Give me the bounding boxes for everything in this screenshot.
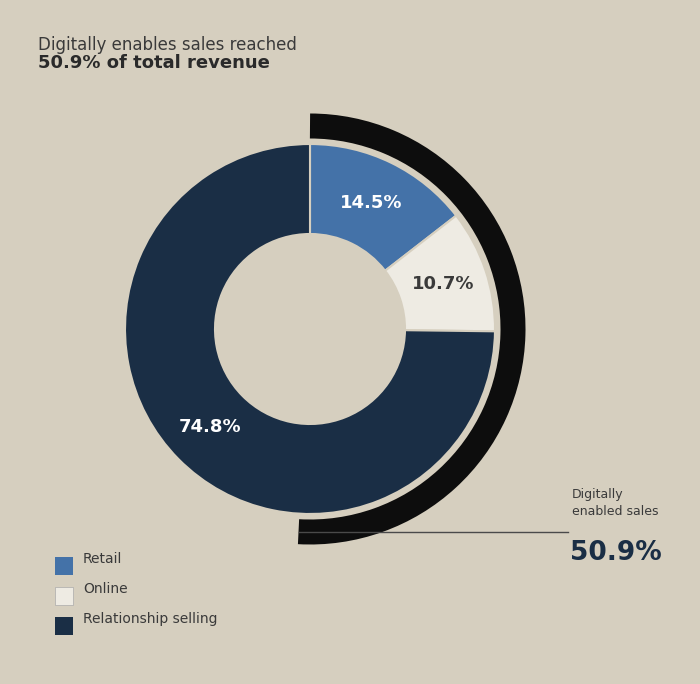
Text: 50.9%: 50.9% [570,540,662,566]
Text: 74.8%: 74.8% [179,419,242,436]
Wedge shape [385,215,495,331]
Wedge shape [310,144,456,271]
FancyBboxPatch shape [55,557,73,575]
Text: 10.7%: 10.7% [412,276,474,293]
FancyBboxPatch shape [55,617,73,635]
FancyBboxPatch shape [55,587,73,605]
Text: Digitally enables sales reached: Digitally enables sales reached [38,36,297,54]
Text: 50.9% of total revenue: 50.9% of total revenue [38,54,270,72]
Text: Digitally
enabled sales: Digitally enabled sales [572,488,659,518]
Wedge shape [125,144,495,514]
Text: 14.5%: 14.5% [340,194,402,212]
Text: Retail: Retail [83,552,122,566]
Text: Relationship selling: Relationship selling [83,612,218,626]
Text: Online: Online [83,582,127,596]
